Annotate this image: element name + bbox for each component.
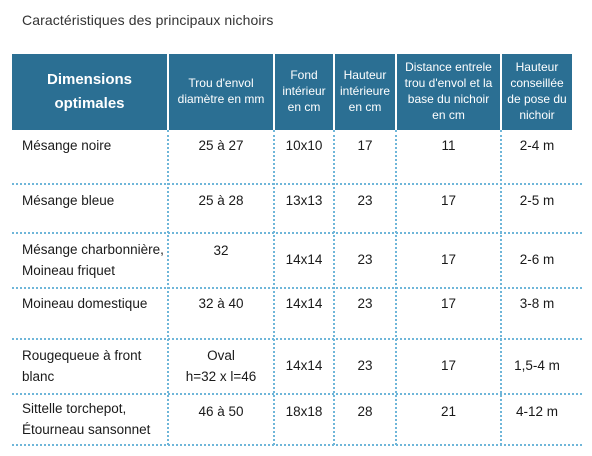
cell-distance: 17 (440, 358, 457, 374)
header-pose: Hauteur conseillée de pose du nichoir (502, 54, 572, 130)
header-trou-label: Trou d'envol diamètre en mm (177, 76, 265, 106)
cell-hauteur: 23 (357, 252, 373, 268)
header-trou: Trou d'envol diamètre en mm (169, 54, 273, 130)
cell-distance: 17 (440, 252, 457, 268)
cell-line: Mésange bleue (22, 192, 115, 208)
cell-pose: 3-8 m (519, 295, 555, 311)
header-distance: Distance entrele trou d'envol et la base… (397, 54, 500, 130)
table-row: Mésange bleue 25 à 28 13x13 23 17 2-5 m (0, 185, 592, 217)
cell-distance: 21 (440, 404, 457, 419)
cell-espece: Sittelle torchepot, Étourneau sansonnet (12, 395, 167, 444)
cell-espece: Rougequeue à front blanc (12, 340, 167, 393)
table-row: Moineau domestique 32 à 40 14x14 23 17 3… (0, 289, 592, 319)
cell-line: Mésange noire (22, 138, 112, 154)
header-dimensions-label: Dimensions optimales (46, 71, 133, 112)
cell-espece: Mésange charbonnière, Moineau friquet (12, 234, 167, 287)
header-fond: Fond intérieur en cm (275, 54, 333, 130)
cell-line: 25 à 27 (198, 138, 244, 154)
cell-line: 46 à 50 (198, 404, 244, 419)
cell-fond: 10x10 (285, 138, 323, 154)
cell-pose: 2-6 m (519, 252, 555, 268)
row-separator (12, 287, 582, 289)
cell-hauteur: 23 (357, 295, 373, 311)
cell-espece: Mésange noire (12, 130, 167, 163)
cell-line: Moineau friquet (22, 262, 116, 278)
cell-distance: 17 (440, 295, 457, 311)
cell-hauteur: 23 (357, 192, 373, 208)
header-hauteur-label: Hauteur intérieure en cm (339, 68, 391, 114)
cell-line: h=32 x l=46 (185, 368, 257, 384)
cell-trou: Oval h=32 x l=46 (169, 340, 273, 393)
cell-fond: 14x14 (285, 295, 323, 311)
cell-line: 25 à 28 (198, 192, 244, 208)
cell-trou: 25 à 27 (169, 130, 273, 163)
cell-line: 32 (213, 243, 229, 258)
cell-trou: 46 à 50 (169, 395, 273, 444)
cell-line: Moineau domestique (22, 295, 148, 311)
cell-espece: Mésange bleue (12, 185, 167, 217)
cell-fond: 18x18 (285, 404, 323, 419)
cell-trou: 25 à 28 (169, 185, 273, 217)
cell-pose: 2-4 m (519, 138, 555, 154)
cell-pose: 2-5 m (519, 192, 555, 208)
cell-fond: 14x14 (285, 252, 323, 268)
table-row: Sittelle torchepot, Étourneau sansonnet … (0, 395, 592, 444)
cell-line: Oval (207, 347, 235, 363)
header-hauteur: Hauteur intérieure en cm (335, 54, 395, 130)
cell-line: Sittelle torchepot, (22, 400, 127, 416)
cell-line: Mésange charbonnière, (22, 241, 164, 257)
table-caption: Caractéristiques des principaux nichoirs (22, 12, 274, 28)
row-separator (12, 232, 582, 234)
table-row: Mésange noire 25 à 27 10x10 17 11 2-4 m (0, 130, 592, 163)
cell-fond: 14x14 (285, 358, 323, 374)
cell-line: Rougequeue à front (22, 347, 142, 363)
cell-espece: Moineau domestique (12, 289, 167, 319)
cell-trou: 32 à 40 (169, 289, 273, 319)
cell-trou: 32 (169, 234, 273, 287)
table-row: Rougequeue à front blanc Oval h=32 x l=4… (0, 340, 592, 393)
cell-line: Étourneau sansonnet (22, 421, 151, 437)
cell-hauteur: 28 (357, 404, 373, 419)
cell-fond: 13x13 (285, 192, 323, 208)
cell-pose: 4-12 m (515, 404, 559, 419)
cell-distance: 17 (440, 192, 457, 208)
header-dimensions: Dimensions optimales (12, 54, 167, 130)
header-fond-label: Fond intérieur en cm (282, 68, 326, 114)
table-row: Mésange charbonnière, Moineau friquet 32… (0, 234, 592, 287)
row-separator (12, 183, 582, 185)
row-separator (12, 444, 582, 446)
header-distance-label: Distance entrele trou d'envol et la base… (404, 60, 493, 122)
cell-hauteur: 23 (357, 358, 373, 374)
header-pose-label: Hauteur conseillée de pose du nichoir (507, 60, 567, 122)
row-separator (12, 338, 582, 340)
row-separator (12, 393, 582, 395)
cell-line: blanc (22, 368, 55, 384)
cell-line: 32 à 40 (198, 295, 244, 311)
cell-hauteur: 17 (357, 138, 373, 154)
cell-pose: 1,5-4 m (514, 358, 560, 374)
cell-distance: 11 (441, 138, 456, 154)
